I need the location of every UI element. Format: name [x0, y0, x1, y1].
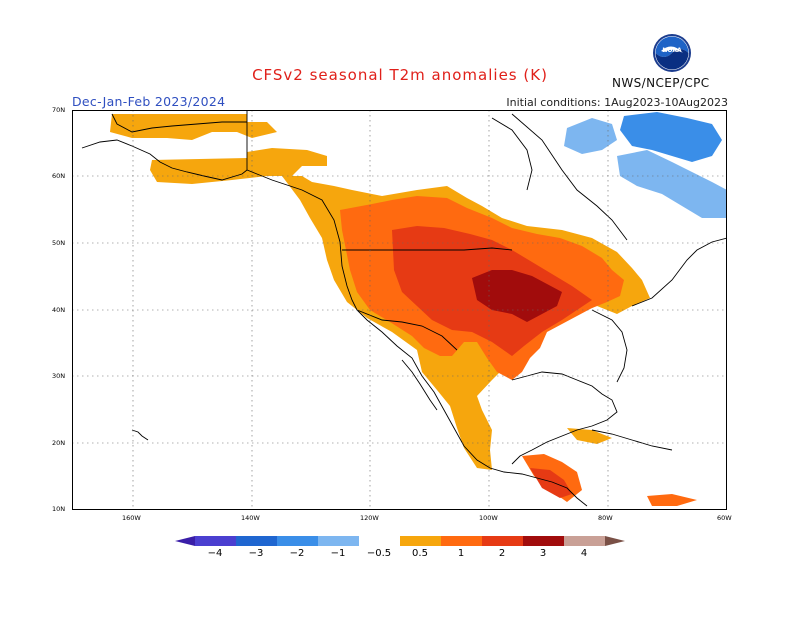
noaa-logo-text: NOAA [662, 47, 682, 54]
lat-label: 40N [52, 306, 66, 314]
initial-conditions-label: Initial conditions: 1Aug2023-10Aug2023 [506, 96, 728, 109]
lon-label: 60W [717, 514, 732, 522]
colorbar-segment [441, 536, 482, 546]
colorbar-label: −1 [330, 548, 346, 559]
anomaly-region-3-4 [472, 270, 562, 322]
anomaly-map [72, 110, 728, 514]
colorbar-segment [195, 536, 236, 546]
noaa-logo-icon: NOAA [652, 33, 692, 77]
colorbar-label: 4 [580, 548, 588, 559]
colorbar-segment [482, 536, 523, 546]
lat-label: 50N [52, 239, 66, 247]
lat-label: 10N [52, 505, 66, 513]
lat-label: 30N [52, 372, 66, 380]
lat-label: 20N [52, 439, 66, 447]
agency-label: NWS/NCEP/CPC [612, 76, 710, 90]
colorbar-segment [359, 536, 400, 546]
colorbar-label: 1 [457, 548, 465, 559]
lon-label: 80W [598, 514, 613, 522]
colorbar-arrow-high [605, 536, 625, 546]
lat-label: 70N [52, 106, 66, 114]
colorbar-segment [564, 536, 605, 546]
map-title: CFSv2 seasonal T2m anomalies (K) [252, 66, 548, 84]
colorbar-label: −0.5 [366, 548, 392, 559]
lon-label: 140W [241, 514, 260, 522]
colorbar-label: −3 [248, 548, 264, 559]
lon-label: 120W [360, 514, 379, 522]
graticule [72, 110, 727, 510]
season-label: Dec-Jan-Feb 2023/2024 [72, 94, 226, 109]
colorbar-label: 2 [498, 548, 506, 559]
colorbar-segment [523, 536, 564, 546]
colorbar-arrow-low [175, 536, 195, 546]
map-frame [72, 110, 727, 510]
colorbar-label: −4 [207, 548, 223, 559]
colorbar-segment [236, 536, 277, 546]
colorbar-segment [400, 536, 441, 546]
colorbar-label: 3 [539, 548, 547, 559]
anomaly-region-cold-strong [620, 112, 722, 162]
colorbar [170, 532, 630, 556]
colorbar-label: −2 [289, 548, 305, 559]
lon-label: 100W [479, 514, 498, 522]
lon-label: 160W [122, 514, 141, 522]
lat-label: 60N [52, 172, 66, 180]
colorbar-label: 0.5 [412, 548, 428, 559]
colorbar-segment [318, 536, 359, 546]
anomaly-region-cold [564, 118, 727, 218]
colorbar-segment [277, 536, 318, 546]
coastlines [81, 110, 728, 507]
